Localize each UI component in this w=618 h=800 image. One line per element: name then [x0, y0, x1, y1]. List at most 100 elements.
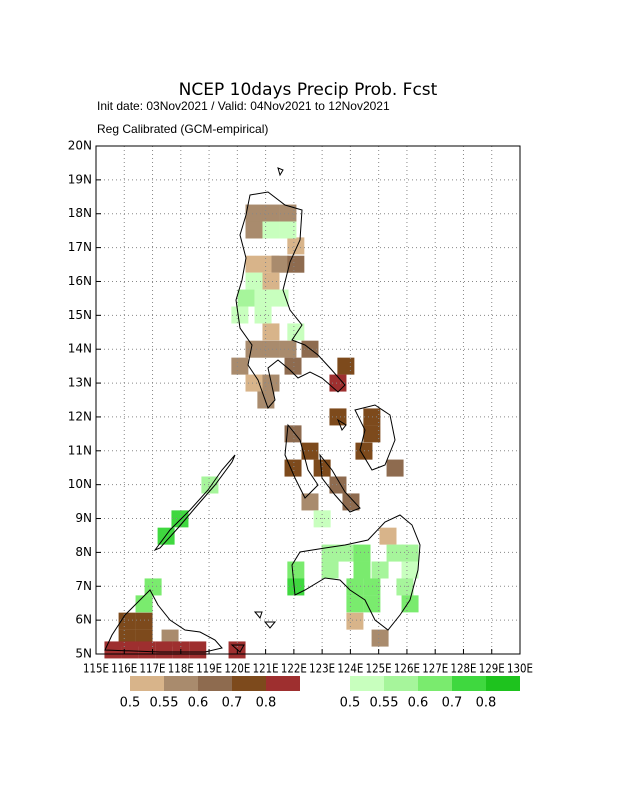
- prob-cell: [371, 629, 389, 647]
- prob-cell: [262, 340, 280, 358]
- prob-cell: [346, 612, 364, 630]
- legend-swatch: [198, 676, 232, 691]
- prob-cell: [271, 255, 289, 273]
- prob-cell: [245, 204, 263, 222]
- prob-cell: [401, 595, 419, 613]
- legend-swatch: [350, 676, 384, 691]
- y-tick-label: 6N: [75, 613, 92, 627]
- x-tick-label: 126E: [394, 662, 420, 676]
- prob-cell: [337, 544, 355, 562]
- prob-cell: [245, 374, 263, 392]
- x-tick-label: 130E: [507, 662, 533, 676]
- prob-cell: [279, 221, 297, 239]
- coast-mindanao: [291, 514, 421, 631]
- prob-cell: [284, 357, 302, 375]
- prob-cell: [118, 612, 136, 630]
- prob-cell: [257, 391, 275, 409]
- y-tick-label: 20N: [68, 139, 92, 153]
- prob-cell: [262, 204, 280, 222]
- prob-cell: [231, 357, 249, 375]
- coast-visayas: [284, 404, 396, 513]
- x-tick-label: 129E: [479, 662, 505, 676]
- prob-cell: [135, 612, 153, 630]
- prob-cell: [245, 272, 263, 290]
- map-frame: [95, 145, 521, 655]
- prob-cell: [135, 595, 153, 613]
- prob-cell: [262, 221, 280, 239]
- prob-cell: [321, 544, 339, 562]
- y-tick-label: 5N: [75, 647, 92, 661]
- legend-swatch: [130, 676, 164, 691]
- prob-cell: [254, 306, 272, 324]
- x-tick-label: 116E: [111, 662, 137, 676]
- prob-cell: [262, 323, 280, 341]
- prob-cell: [363, 578, 381, 596]
- x-tick-label: 123E: [309, 662, 335, 676]
- legend-label: 0.7: [222, 696, 243, 711]
- prob-cell: [245, 221, 263, 239]
- y-tick-label: 15N: [68, 308, 92, 322]
- legend-label: 0.55: [370, 696, 399, 711]
- prob-cell: [313, 459, 331, 477]
- prob-cell: [287, 561, 305, 579]
- y-tick-label: 16N: [68, 274, 92, 288]
- prob-cell: [342, 493, 360, 511]
- subtitle: Init date: 03Nov2021 / Valid: 04Nov2021 …: [97, 99, 390, 113]
- prob-cell: [353, 561, 371, 579]
- prob-cell: [396, 578, 414, 596]
- legend-label: 0.8: [476, 696, 497, 711]
- y-tick-label: 17N: [68, 240, 92, 254]
- y-tick-label: 10N: [68, 477, 92, 491]
- legend-swatch: [384, 676, 418, 691]
- x-tick-label: 128E: [450, 662, 476, 676]
- coast-luzon: [235, 191, 346, 409]
- y-tick-label: 13N: [68, 376, 92, 390]
- prob-cell: [363, 425, 381, 443]
- prob-cell: [155, 641, 173, 659]
- prob-cell: [287, 237, 305, 255]
- prob-cell: [386, 459, 404, 477]
- prob-cell: [355, 442, 373, 460]
- prob-cell: [371, 561, 389, 579]
- prob-cell: [379, 527, 397, 545]
- coast-islands: [230, 167, 347, 653]
- x-tick-label: 120E: [224, 662, 250, 676]
- legend-label: 0.55: [150, 696, 179, 711]
- y-tick-label: 7N: [75, 579, 92, 593]
- coastline: [104, 167, 421, 653]
- prob-cell: [386, 544, 404, 562]
- prob-cell: [329, 476, 347, 494]
- y-tick-label: 8N: [75, 545, 92, 559]
- title: NCEP 10days Precip Prob. Fcst: [179, 80, 438, 100]
- prob-cell: [245, 255, 263, 273]
- prob-cell: [329, 408, 347, 426]
- prob-cell: [237, 289, 255, 307]
- x-tick-label: 119E: [196, 662, 222, 676]
- legend-label: 0.5: [120, 696, 141, 711]
- legend-swatch: [232, 676, 266, 691]
- x-tick-label: 121E: [253, 662, 279, 676]
- y-tick-label: 12N: [68, 409, 92, 423]
- legend-swatch: [164, 676, 198, 691]
- x-tick-label: 127E: [422, 662, 448, 676]
- y-tick-label: 11N: [68, 443, 92, 457]
- prob-cell: [287, 255, 305, 273]
- x-tick-label: 124E: [337, 662, 363, 676]
- prob-cell: [346, 595, 364, 613]
- prob-cell: [262, 272, 280, 290]
- prob-cell: [363, 408, 381, 426]
- prob-cell: [245, 340, 263, 358]
- prob-cell: [157, 527, 175, 545]
- legend-label: 0.8: [256, 696, 277, 711]
- x-tick-label: 115E: [83, 662, 109, 676]
- prob-cell: [337, 357, 355, 375]
- prob-cell: [401, 544, 419, 562]
- prob-cell: [279, 340, 297, 358]
- prob-cell: [401, 561, 419, 579]
- legend-swatch: [486, 676, 520, 691]
- x-tick-label: 118E: [168, 662, 194, 676]
- x-tick-label: 125E: [366, 662, 392, 676]
- legend-swatch: [266, 676, 300, 691]
